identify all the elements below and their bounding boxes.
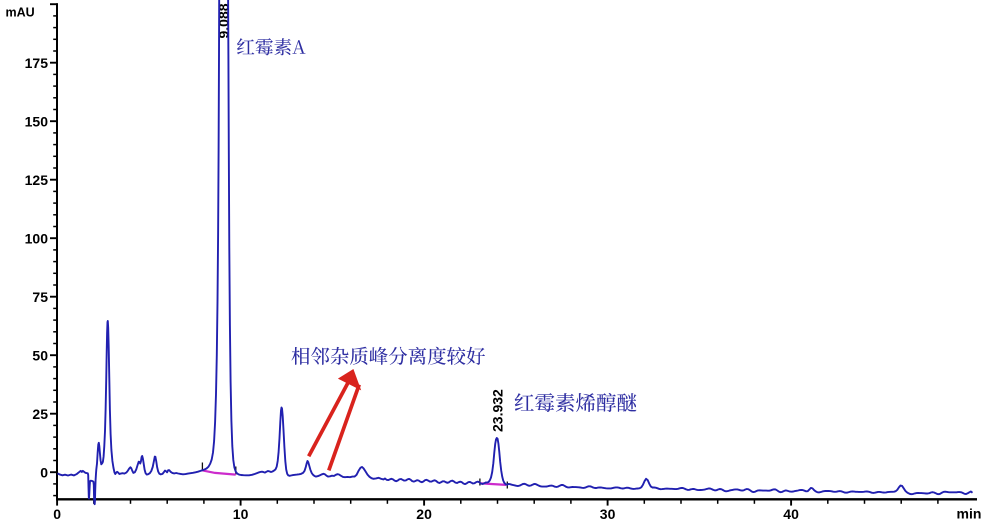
svg-text:40: 40: [783, 506, 799, 522]
svg-text:mAU: mAU: [6, 6, 35, 20]
svg-text:50: 50: [32, 347, 48, 363]
svg-text:10: 10: [233, 506, 249, 522]
svg-text:20: 20: [416, 506, 432, 522]
svg-text:23.932: 23.932: [490, 389, 506, 432]
svg-text:150: 150: [25, 113, 49, 129]
svg-text:0: 0: [40, 464, 48, 480]
svg-text:125: 125: [25, 172, 49, 188]
svg-text:25: 25: [32, 406, 48, 422]
svg-text:175: 175: [25, 55, 49, 71]
svg-text:0: 0: [53, 506, 61, 522]
svg-text:75: 75: [32, 289, 48, 305]
svg-text:100: 100: [25, 230, 49, 246]
svg-text:30: 30: [600, 506, 616, 522]
svg-text:min: min: [957, 506, 981, 522]
